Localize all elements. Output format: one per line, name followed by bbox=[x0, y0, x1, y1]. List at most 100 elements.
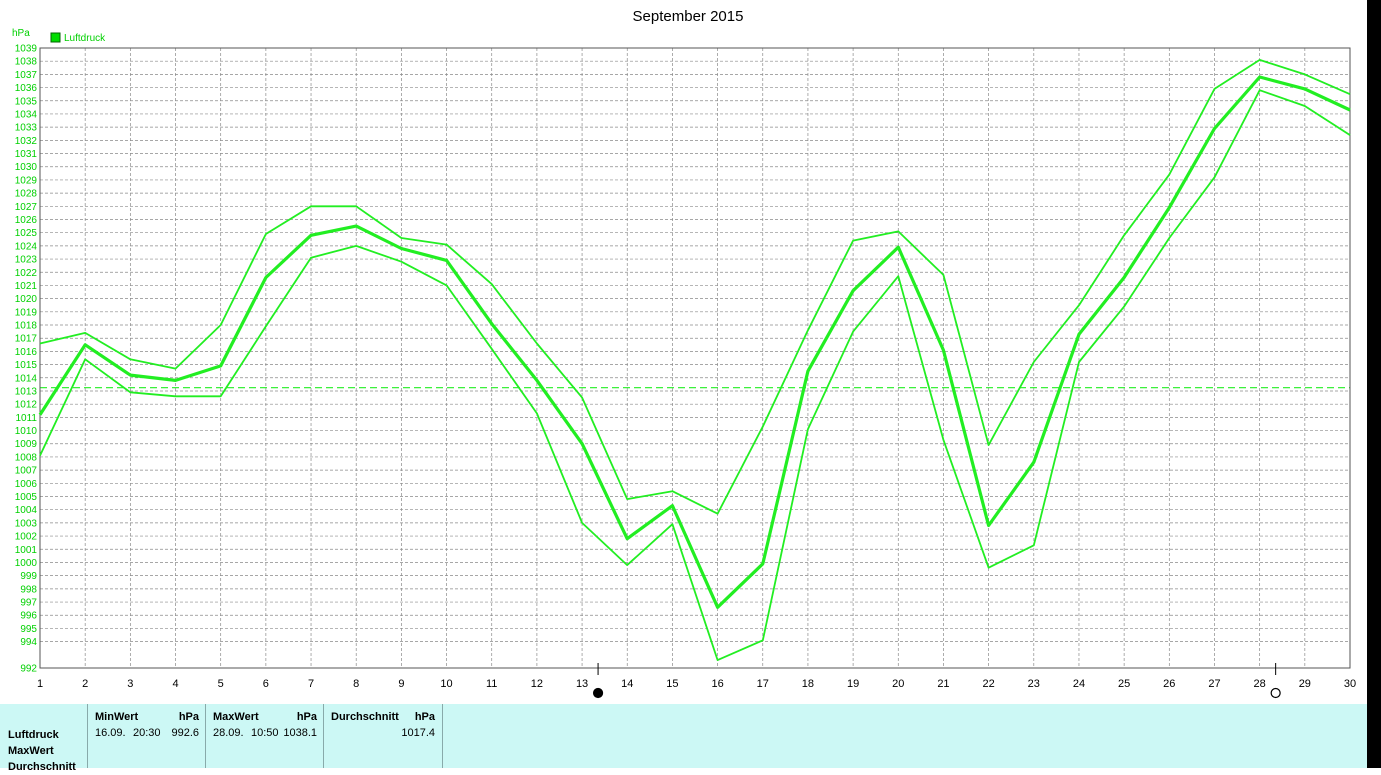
y-tick-label: 998 bbox=[20, 584, 37, 595]
y-tick-label: 1015 bbox=[15, 360, 38, 371]
series-line-mean bbox=[38, 75, 1351, 609]
y-tick-label: 1005 bbox=[15, 492, 38, 503]
pressure-chart: 992 994 995 996 997 998 999 1000 1001 1002 1003 100… bbox=[12, 8, 1356, 699]
row-label-maxwert: MaxWert bbox=[8, 745, 54, 757]
y-tick-label: 995 bbox=[20, 624, 37, 635]
window-edge bbox=[1367, 0, 1381, 768]
y-tick-label: 1025 bbox=[15, 228, 38, 239]
grid bbox=[39, 47, 1351, 669]
row-label-luftdruck: Luftdruck bbox=[8, 729, 59, 741]
x-tick-label: 19 bbox=[847, 678, 859, 690]
y-tick-label: 992 bbox=[20, 664, 37, 675]
y-tick-label: 1032 bbox=[15, 136, 38, 147]
series-line-min bbox=[39, 89, 1351, 661]
x-tick-label: 13 bbox=[576, 678, 588, 690]
x-tick-label: 6 bbox=[263, 678, 269, 690]
x-tick-label: 7 bbox=[308, 678, 314, 690]
legend-label: Luftdruck bbox=[64, 33, 106, 44]
y-tick-label: 1037 bbox=[15, 70, 38, 81]
min-unit: hPa bbox=[178, 711, 199, 723]
x-tick-label: 11 bbox=[486, 678, 497, 690]
y-tick-label: 994 bbox=[20, 637, 37, 648]
full-moon-icon bbox=[1270, 687, 1281, 699]
day-markers bbox=[592, 663, 1281, 699]
min-date: 16.09. bbox=[95, 727, 126, 739]
stats-col-min: MinWert hPa 16.09. 20:30 992.6 bbox=[87, 704, 206, 768]
x-tick-label: 25 bbox=[1118, 678, 1130, 690]
y-tick-label: 1001 bbox=[15, 545, 38, 556]
x-tick-label: 27 bbox=[1208, 678, 1220, 690]
y-tick-label: 1036 bbox=[15, 83, 38, 94]
y-tick-label: 1027 bbox=[15, 202, 38, 213]
y-tick-label: 1022 bbox=[15, 268, 38, 279]
y-tick-label: 1020 bbox=[15, 294, 38, 305]
y-tick-labels: 992 994 995 996 997 998 999 1000 1001 1002 1003 100… bbox=[15, 44, 38, 675]
x-tick-label: 8 bbox=[353, 678, 359, 690]
x-tick-label: 1 bbox=[37, 678, 43, 690]
x-tick-label: 18 bbox=[802, 678, 814, 690]
x-tick-label: 16 bbox=[711, 678, 723, 690]
x-tick-label: 9 bbox=[398, 678, 404, 690]
x-tick-label: 10 bbox=[440, 678, 452, 690]
y-tick-label: 1028 bbox=[15, 189, 38, 200]
min-title: MinWert bbox=[95, 711, 139, 723]
x-tick-labels: 1 2 3 4 5 6 7 8 9 10 11 12 13 14 15 16 17 18 19 20 21 22 23 24 2… bbox=[37, 678, 1356, 690]
y-tick-label: 996 bbox=[20, 611, 37, 622]
stats-col-avg: Durchschnitt hPa 1017.4 bbox=[323, 704, 443, 768]
x-tick-label: 2 bbox=[82, 678, 88, 690]
y-tick-label: 1002 bbox=[15, 532, 38, 543]
y-tick-label: 1026 bbox=[15, 215, 38, 226]
y-tick-label: 999 bbox=[20, 571, 37, 582]
y-tick-label: 1000 bbox=[15, 558, 38, 569]
x-tick-label: 28 bbox=[1254, 678, 1266, 690]
x-tick-label: 4 bbox=[172, 678, 178, 690]
y-tick-label: 1029 bbox=[15, 175, 38, 186]
y-tick-label: 1010 bbox=[15, 426, 38, 437]
y-tick-label: 1035 bbox=[15, 96, 38, 107]
chart-title: September 2015 bbox=[633, 8, 744, 25]
x-tick-label: 21 bbox=[937, 678, 949, 690]
y-tick-label: 1012 bbox=[15, 400, 38, 411]
max-date: 28.09. bbox=[213, 727, 244, 739]
y-tick-label: 1031 bbox=[15, 149, 38, 160]
y-tick-label: 1016 bbox=[15, 347, 38, 358]
max-value: 1038.1 bbox=[283, 727, 317, 739]
y-tick-label: 1014 bbox=[15, 373, 38, 384]
y-tick-label: 1006 bbox=[15, 479, 38, 490]
stats-col-max: MaxWert hPa 28.09. 10:50 1038.1 bbox=[205, 704, 324, 768]
series-lines bbox=[38, 59, 1351, 661]
x-tick-label: 22 bbox=[982, 678, 994, 690]
new-moon-icon bbox=[592, 687, 604, 699]
y-tick-label: 1003 bbox=[15, 518, 38, 529]
y-tick-label: 1009 bbox=[15, 439, 38, 450]
x-tick-label: 23 bbox=[1028, 678, 1040, 690]
x-tick-label: 5 bbox=[218, 678, 224, 690]
x-tick-label: 12 bbox=[531, 678, 543, 690]
y-tick-label: 1033 bbox=[15, 123, 38, 134]
max-unit: hPa bbox=[296, 711, 317, 723]
x-tick-label: 24 bbox=[1073, 678, 1085, 690]
avg-value: 1017.4 bbox=[401, 727, 435, 739]
y-tick-label: 1038 bbox=[15, 57, 38, 68]
max-time: 10:50 bbox=[251, 727, 279, 739]
y-tick-label: 1021 bbox=[15, 281, 38, 292]
y-tick-label: 1011 bbox=[15, 413, 37, 424]
y-tick-label: 1023 bbox=[15, 255, 38, 266]
y-tick-label: 1034 bbox=[15, 109, 38, 120]
x-tick-label: 26 bbox=[1163, 678, 1175, 690]
y-tick-label: 1004 bbox=[15, 505, 38, 516]
x-tick-label: 29 bbox=[1299, 678, 1311, 690]
y-tick-label: 1018 bbox=[15, 321, 38, 332]
avg-unit: hPa bbox=[414, 711, 435, 723]
x-tick-label: 17 bbox=[757, 678, 769, 690]
stats-panel: Luftdruck MaxWert Durchschnitt MinWert h… bbox=[0, 704, 1367, 773]
y-tick-label: 1030 bbox=[15, 162, 38, 173]
avg-title: Durchschnitt bbox=[331, 711, 399, 723]
min-value: 992.6 bbox=[171, 727, 199, 739]
series-line-max bbox=[39, 59, 1351, 515]
y-tick-label: 1024 bbox=[15, 241, 38, 252]
y-axis-label: hPa bbox=[12, 28, 30, 39]
y-tick-label: 1019 bbox=[15, 307, 38, 318]
x-tick-label: 15 bbox=[666, 678, 678, 690]
y-tick-label: 1013 bbox=[15, 386, 38, 397]
